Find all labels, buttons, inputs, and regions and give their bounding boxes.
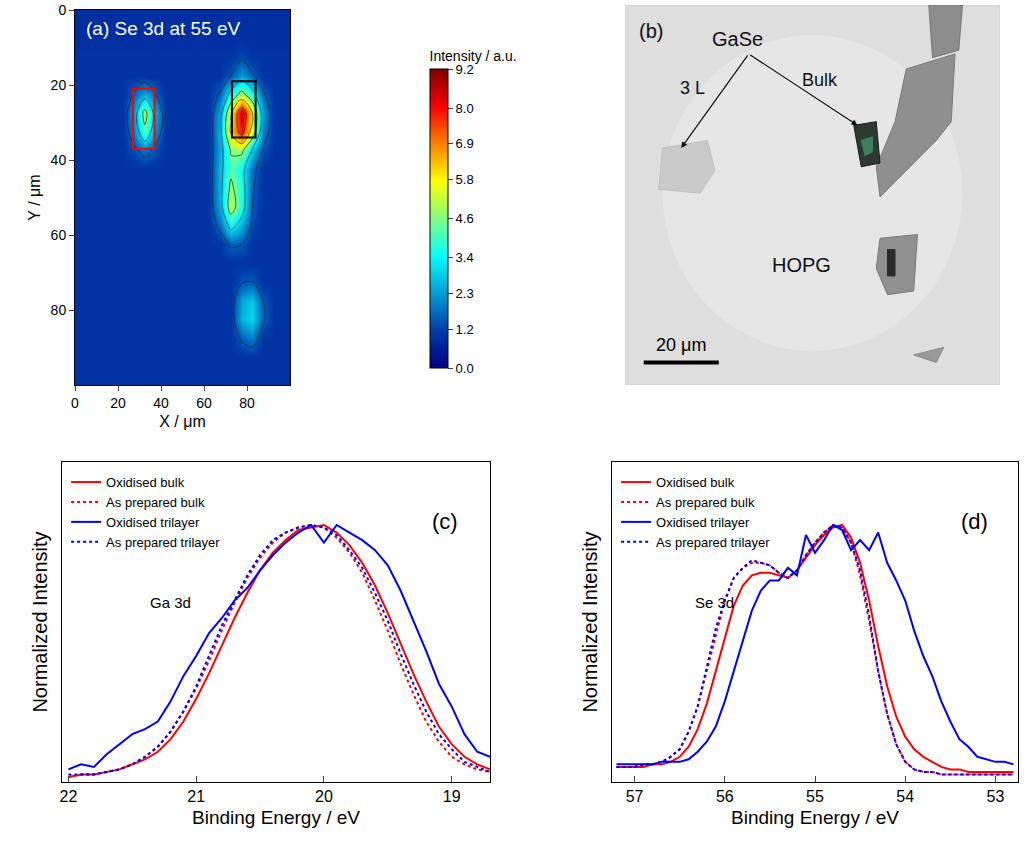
svg-text:19: 19 (443, 788, 461, 805)
svg-text:(a) Se 3d at 55 eV: (a) Se 3d at 55 eV (86, 18, 241, 39)
svg-text:Se 3d: Se 3d (695, 594, 734, 611)
svg-text:2.3: 2.3 (456, 286, 474, 301)
svg-text:X / μm: X / μm (159, 413, 206, 430)
svg-text:(d): (d) (961, 509, 988, 534)
svg-text:80: 80 (51, 302, 67, 318)
svg-text:9.2: 9.2 (456, 62, 474, 77)
svg-text:Oxidised trilayer: Oxidised trilayer (656, 515, 750, 530)
svg-text:Ga 3d: Ga 3d (150, 594, 191, 611)
svg-text:GaSe: GaSe (712, 28, 763, 50)
svg-text:Intensity / a.u.: Intensity / a.u. (430, 48, 517, 64)
svg-text:(c): (c) (432, 509, 458, 534)
svg-text:(b): (b) (639, 20, 663, 42)
svg-text:60: 60 (196, 395, 212, 411)
svg-text:Normalized Intensity: Normalized Intensity (579, 531, 601, 712)
svg-text:0: 0 (71, 395, 79, 411)
svg-text:57: 57 (626, 788, 644, 805)
svg-text:54: 54 (896, 788, 914, 805)
svg-text:20: 20 (110, 395, 126, 411)
svg-text:22: 22 (59, 788, 77, 805)
svg-text:40: 40 (51, 152, 67, 168)
svg-text:Oxidised bulk: Oxidised bulk (106, 475, 185, 490)
svg-text:As prepared trilayer: As prepared trilayer (106, 535, 220, 550)
svg-text:Binding Energy / eV: Binding Energy / eV (192, 807, 360, 828)
svg-text:As prepared bulk: As prepared bulk (106, 495, 205, 510)
svg-text:0.0: 0.0 (456, 361, 474, 376)
svg-text:20 μm: 20 μm (656, 335, 706, 355)
svg-text:As prepared bulk: As prepared bulk (656, 495, 755, 510)
svg-text:80: 80 (239, 395, 255, 411)
svg-text:6.9: 6.9 (456, 136, 474, 151)
svg-text:Binding Energy / eV: Binding Energy / eV (731, 807, 899, 828)
svg-text:3.4: 3.4 (456, 250, 474, 265)
svg-text:8.0: 8.0 (456, 101, 474, 116)
svg-text:53: 53 (987, 788, 1005, 805)
svg-text:Normalized Intensity: Normalized Intensity (29, 531, 51, 712)
svg-text:0: 0 (58, 2, 66, 18)
svg-text:21: 21 (187, 788, 205, 805)
svg-text:20: 20 (315, 788, 333, 805)
svg-text:Y / μm: Y / μm (26, 174, 43, 220)
svg-text:1.2: 1.2 (456, 322, 474, 337)
svg-text:55: 55 (806, 788, 824, 805)
svg-text:5.8: 5.8 (456, 172, 474, 187)
svg-text:As prepared trilayer: As prepared trilayer (656, 535, 770, 550)
svg-text:HOPG: HOPG (772, 254, 831, 276)
svg-text:56: 56 (716, 788, 734, 805)
svg-text:60: 60 (51, 227, 67, 243)
svg-text:40: 40 (153, 395, 169, 411)
svg-text:Bulk: Bulk (802, 70, 838, 90)
svg-text:20: 20 (51, 77, 67, 93)
svg-text:4.6: 4.6 (456, 211, 474, 226)
svg-text:Oxidised bulk: Oxidised bulk (656, 475, 735, 490)
svg-text:Oxidised trilayer: Oxidised trilayer (106, 515, 200, 530)
svg-text:3 L: 3 L (680, 78, 705, 98)
